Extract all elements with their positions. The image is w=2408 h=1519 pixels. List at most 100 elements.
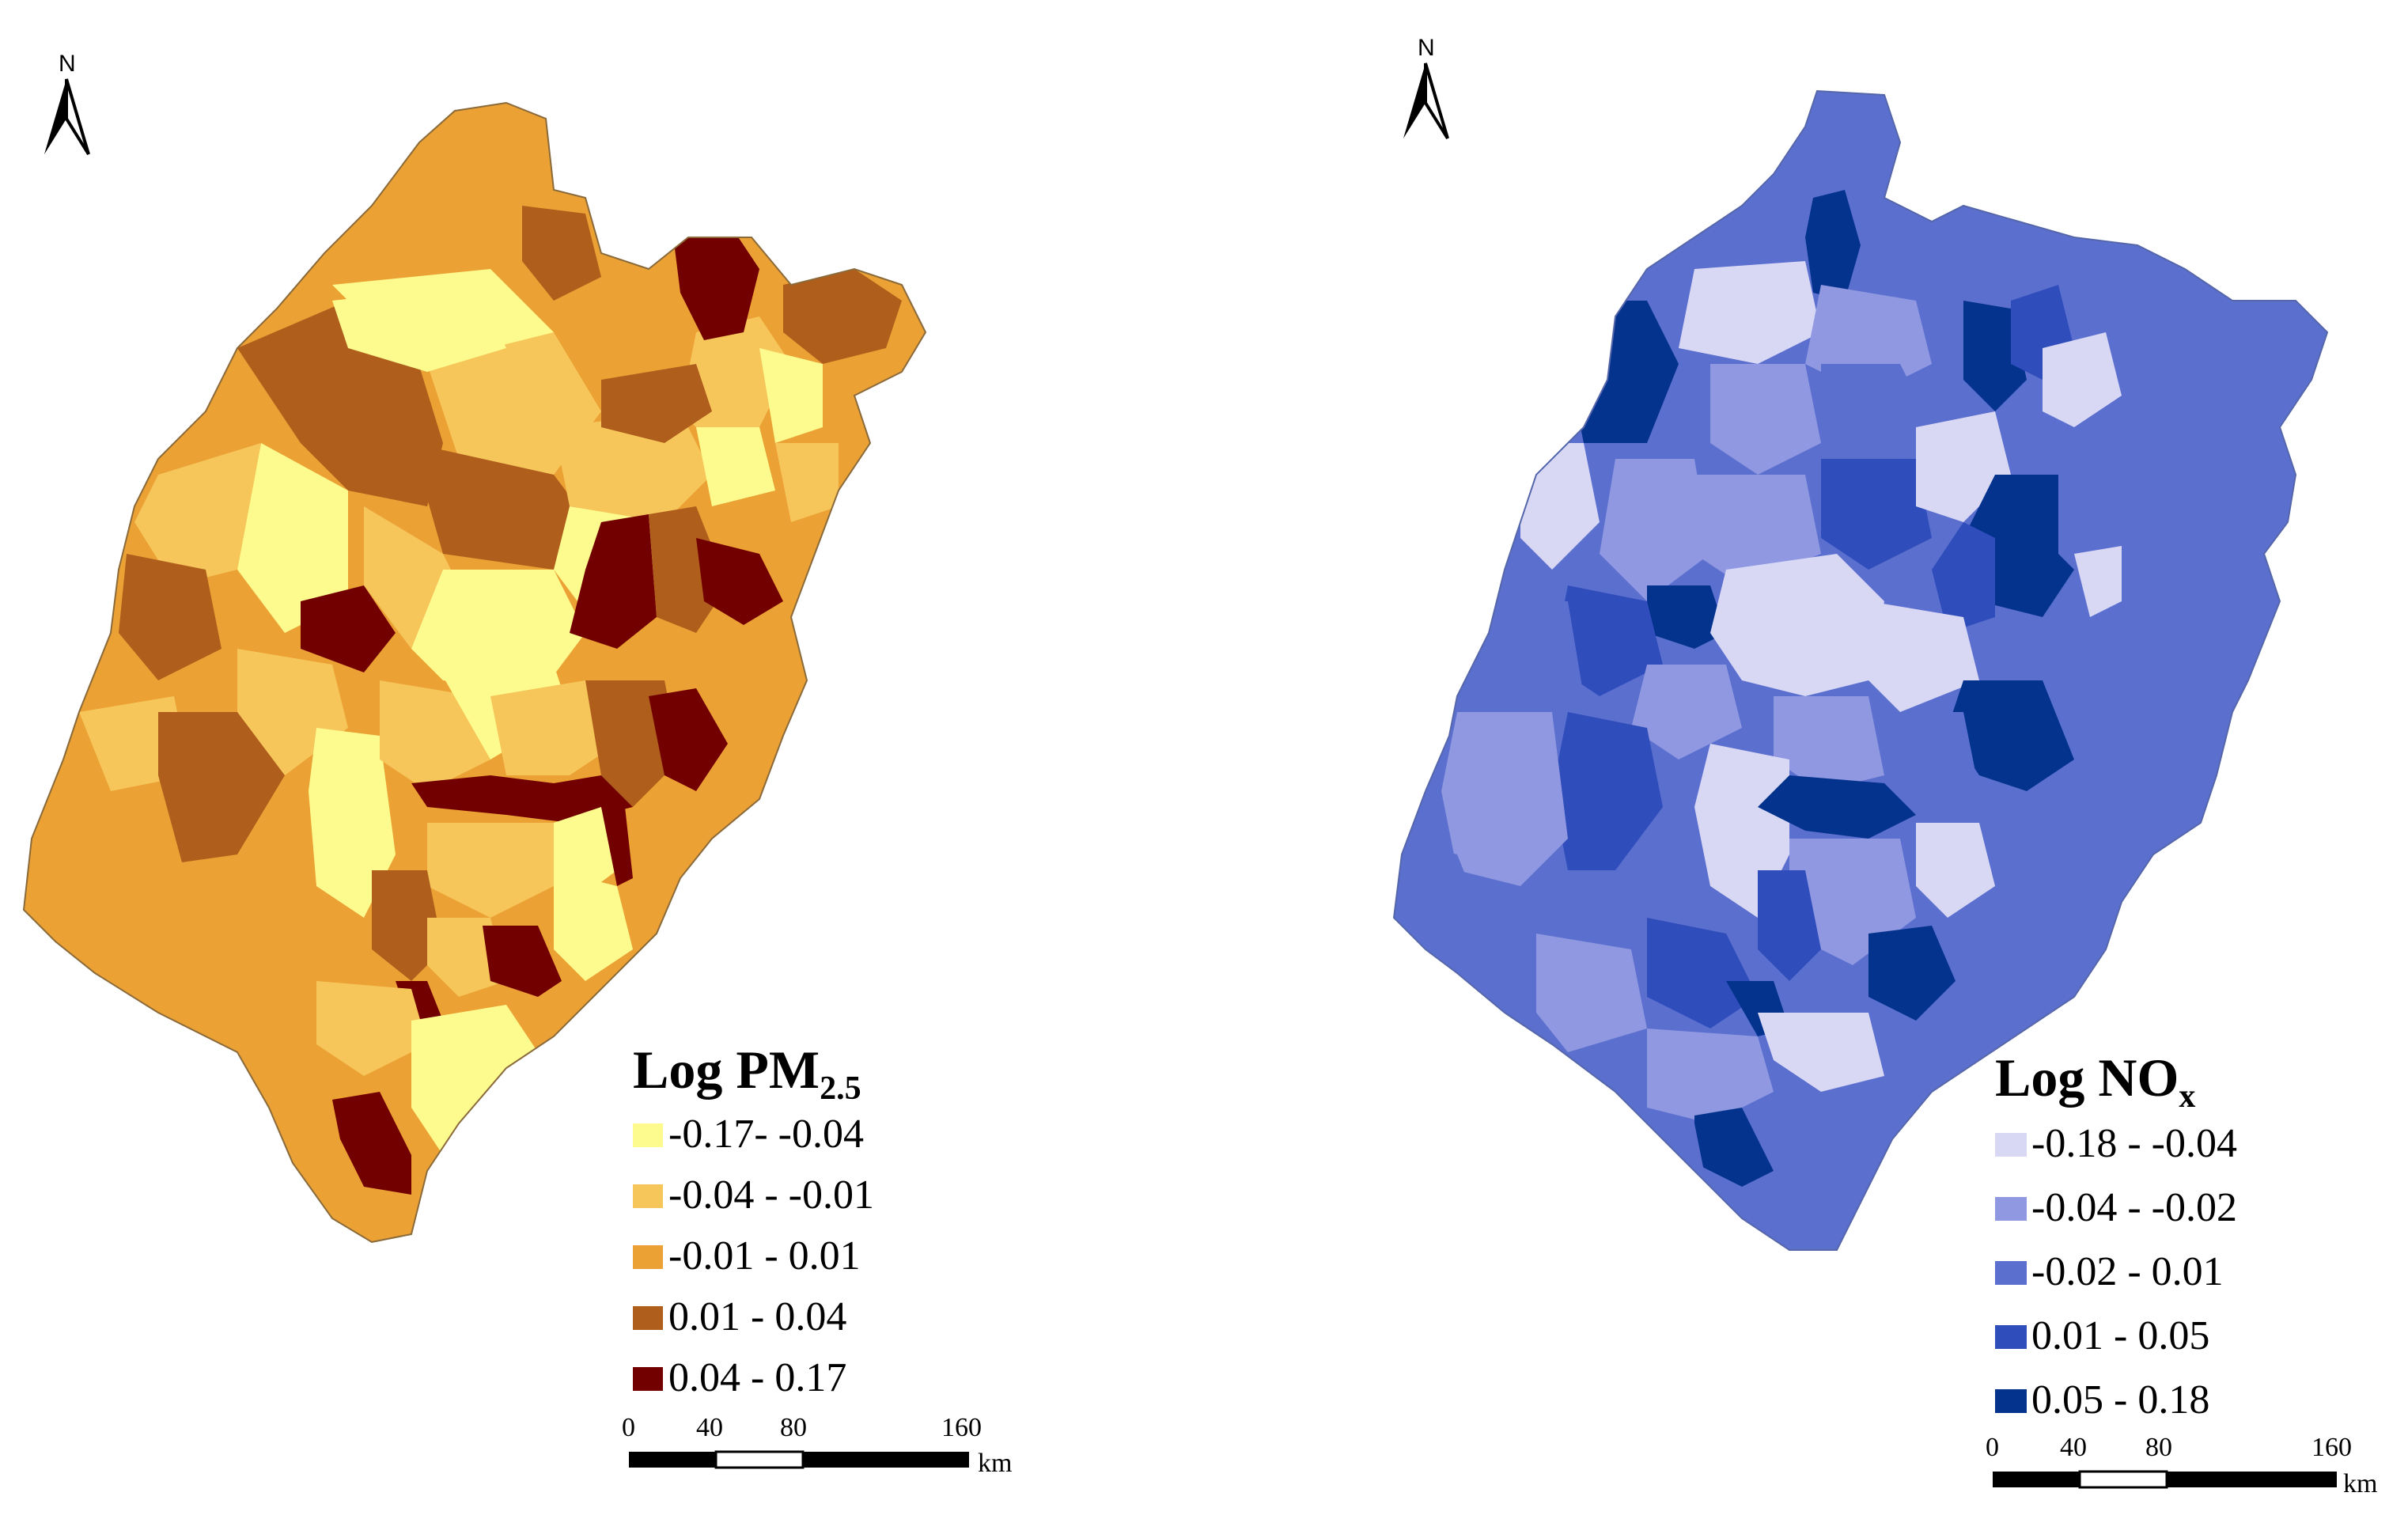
region-c1 xyxy=(1868,601,1979,712)
region-c1 xyxy=(1916,823,1995,918)
region-c2 xyxy=(1600,459,1710,601)
region-c1 xyxy=(1758,1013,1884,1092)
region-c1 xyxy=(2074,546,2122,617)
scale-unit: km xyxy=(978,1449,1012,1478)
region-c4 xyxy=(1647,918,1758,1028)
region-c1 xyxy=(554,807,617,894)
legend-swatch xyxy=(633,1184,663,1208)
legend-swatch xyxy=(1995,1389,2027,1413)
region-c2 xyxy=(134,443,261,585)
legend-label: -0.04 - -0.01 xyxy=(668,1172,874,1218)
region-c1 xyxy=(554,870,633,981)
region-c3 xyxy=(1394,839,1489,965)
legend-label: -0.04 - -0.02 xyxy=(2031,1185,2237,1230)
legend-swatch xyxy=(1995,1261,2027,1285)
region-c2 xyxy=(1694,475,1821,585)
scale-tick-label: 80 xyxy=(780,1413,807,1442)
legend-swatch xyxy=(633,1306,663,1330)
region-c3 xyxy=(1884,712,1979,823)
region-c2 xyxy=(427,823,554,918)
legend-label: -0.18 - -0.04 xyxy=(2031,1121,2237,1166)
nox-map-outline xyxy=(1392,89,2329,1251)
region-c5 xyxy=(411,775,633,823)
nox-legend: Log NOx -0.18 - -0.04 -0.04 - -0.02 -0.0… xyxy=(1995,1047,2237,1422)
scale-tick-label: 0 xyxy=(1986,1433,1999,1462)
pm25-map-panel: N Log PM2.5 -0.17- -0.04 -0.04 - -0.01 -… xyxy=(22,51,1012,1478)
legend-swatch xyxy=(633,1245,663,1269)
region-c3 xyxy=(1821,364,1932,475)
region-c5 xyxy=(332,1092,411,1195)
region-c3 xyxy=(1489,601,1584,712)
legend-title: Log NOx xyxy=(1995,1047,2195,1115)
legend-swatch xyxy=(633,1367,663,1391)
region-c2 xyxy=(443,356,554,443)
pm25-map-outline xyxy=(22,101,927,1244)
region-c1 xyxy=(1710,554,1884,696)
scale-unit: km xyxy=(2343,1469,2377,1498)
legend-label: 0.01 - 0.04 xyxy=(668,1294,846,1339)
region-c2 xyxy=(293,1123,372,1242)
region-c2 xyxy=(1631,665,1742,760)
region-c4 xyxy=(522,206,601,301)
north-label: N xyxy=(1418,35,1435,61)
pm25-choropleth xyxy=(24,103,926,1242)
region-c4 xyxy=(119,554,221,680)
region-c4 xyxy=(1758,870,1821,981)
region-c2 xyxy=(1536,934,1647,1052)
region-c1 xyxy=(237,443,348,633)
region-c5 xyxy=(672,222,759,340)
region-c1 xyxy=(411,1005,538,1155)
region-c5 xyxy=(301,585,396,672)
nox-choropleth xyxy=(1394,91,2327,1250)
region-c2 xyxy=(1710,364,1821,475)
legend-label: -0.17- -0.04 xyxy=(668,1112,864,1157)
legend-swatch xyxy=(1995,1197,2027,1221)
region-c4 xyxy=(372,870,443,981)
region-c5 xyxy=(483,926,562,997)
pm25-legend: Log PM2.5 -0.17- -0.04 -0.04 - -0.01 -0.… xyxy=(633,1040,874,1400)
north-arrow-icon: N xyxy=(44,51,90,156)
region-c5 xyxy=(601,807,633,886)
region-c1 xyxy=(332,285,506,372)
region-c2 xyxy=(1774,696,1884,791)
legend-label: 0.04 - 0.17 xyxy=(668,1355,846,1400)
region-c4 xyxy=(1552,585,1663,696)
legend-label: -0.01 - 0.01 xyxy=(668,1233,861,1278)
scale-bar: 0 40 80 160 km xyxy=(622,1413,1012,1478)
scale-tick-label: 40 xyxy=(2060,1433,2087,1462)
region-c4 xyxy=(1932,522,1995,633)
region-c5 xyxy=(1948,680,2074,791)
region-c4 xyxy=(1821,459,1932,570)
scale-tick-label: 160 xyxy=(2311,1433,2352,1462)
scale-tick-label: 160 xyxy=(941,1413,982,1442)
region-c1 xyxy=(696,427,775,506)
region-c1 xyxy=(2043,332,2122,427)
scale-tick-label: 80 xyxy=(2145,1433,2172,1462)
region-c2 xyxy=(775,443,839,522)
region-c1 xyxy=(1679,261,1821,364)
legend-label: 0.01 - 0.05 xyxy=(2031,1313,2209,1358)
region-c2 xyxy=(490,680,617,775)
region-c5 xyxy=(649,688,728,791)
nox-map-panel: N Log NOx -0.18 - -0.04 -0.04 - -0.02 -0… xyxy=(1204,0,2408,1519)
legend-swatch xyxy=(1995,1325,2027,1349)
region-c5 xyxy=(1868,926,1956,1021)
region-c5 xyxy=(696,538,783,625)
region-c2 xyxy=(1441,712,1568,886)
legend-title: Log PM2.5 xyxy=(633,1040,861,1107)
region-c1 xyxy=(759,348,823,443)
legend-swatch xyxy=(633,1123,663,1147)
region-c5 xyxy=(1805,190,1861,301)
region-c3 xyxy=(1647,190,1821,285)
region-c4 xyxy=(601,364,712,443)
legend-swatch xyxy=(1995,1133,2027,1157)
scale-bar: 0 40 80 160 km xyxy=(1986,1433,2377,1498)
legend-label: -0.02 - 0.01 xyxy=(2031,1249,2224,1294)
region-c5 xyxy=(570,514,657,649)
pm25-map-svg: N Log PM2.5 -0.17- -0.04 -0.04 - -0.01 -… xyxy=(22,51,1012,1478)
region-c2 xyxy=(554,411,712,522)
north-label: N xyxy=(59,51,76,77)
region-c4 xyxy=(411,443,601,570)
legend-label: 0.05 - 0.18 xyxy=(2031,1377,2209,1422)
north-arrow-icon: N xyxy=(1403,35,1449,140)
